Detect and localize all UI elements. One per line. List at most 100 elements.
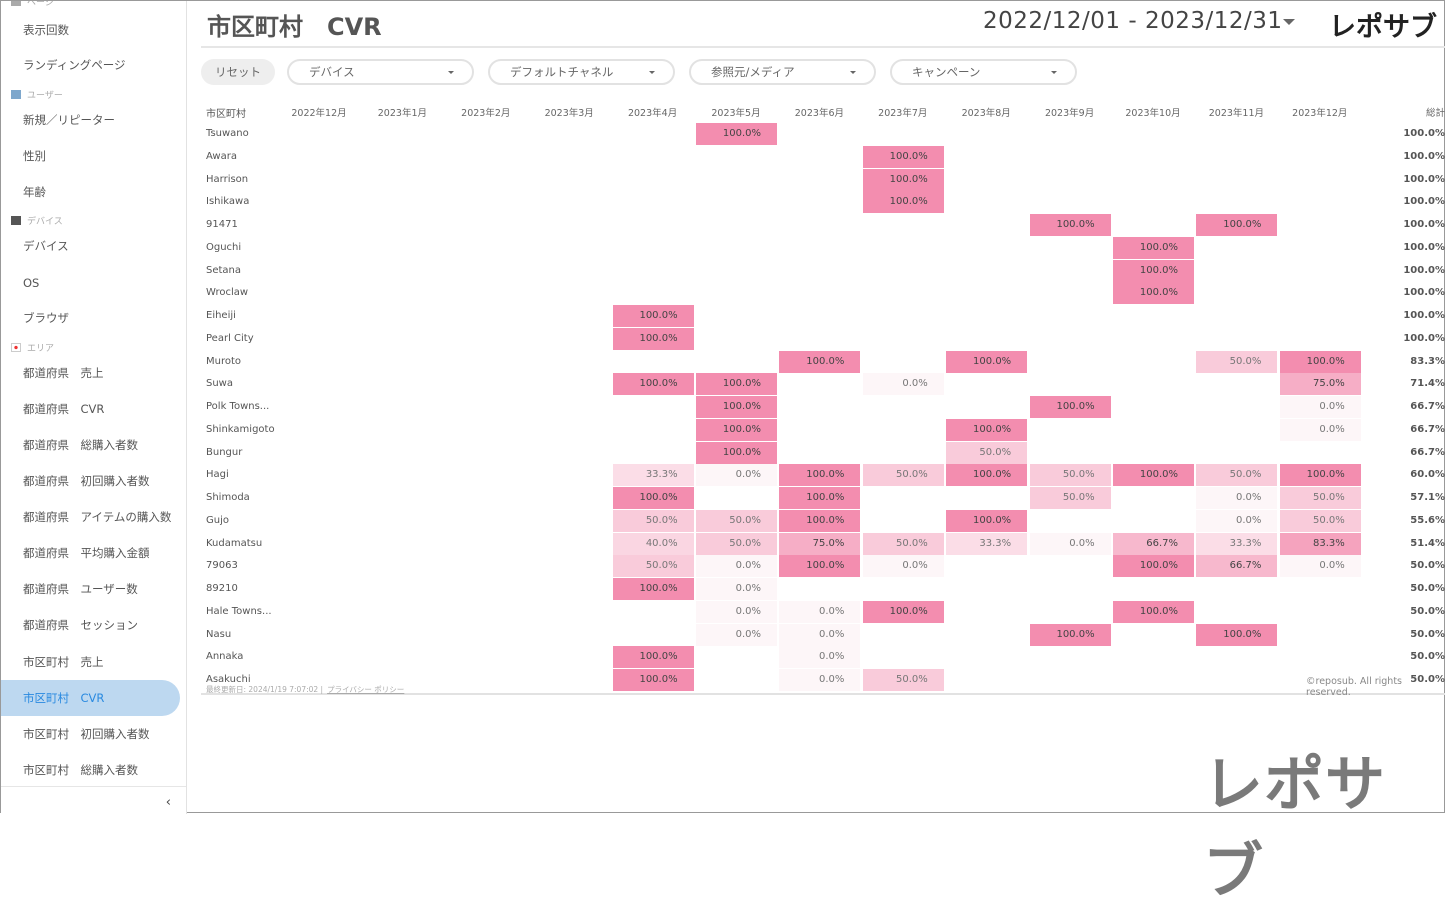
row-total: 100.0%	[1403, 196, 1445, 208]
row-label: Polk Towns...	[206, 401, 270, 412]
row-label: Hale Towns...	[206, 605, 272, 617]
reset-button[interactable]: リセット	[201, 59, 275, 85]
heatmap-cell: 100.0%	[1113, 282, 1194, 305]
row-label: Tsuwano	[206, 128, 249, 139]
heatmap-cell: 100.0%	[612, 487, 694, 509]
row-label: Wroclaw	[206, 287, 249, 299]
row-label: Shimoda	[206, 492, 250, 503]
sidebar-item[interactable]: 都道府県 初回購入者数	[23, 474, 150, 488]
heatmap-cell: 100.0%	[779, 555, 861, 578]
last-updated-text: 最終更新日: 2024/1/19 7:07:02 |	[206, 685, 324, 694]
row-total: 66.7%	[1410, 446, 1445, 458]
date-range-picker[interactable]: 2022/12/01 - 2023/12/31	[983, 8, 1283, 34]
heatmap-cell: 0.0%	[1196, 487, 1278, 509]
heatmap-cell: 0.0%	[1196, 509, 1278, 532]
row-label: Annaka	[206, 651, 244, 663]
heatmap-cell: 0.0%	[1029, 532, 1111, 555]
filter-label: キャンペーン	[912, 65, 981, 79]
filter-dropdown[interactable]: キャンペーン	[890, 59, 1077, 85]
sidebar-item[interactable]: ランディングページ	[23, 58, 126, 72]
heatmap-cell: 100.0%	[862, 191, 944, 214]
row-total: 71.4%	[1410, 378, 1445, 390]
sidebar-item[interactable]: 都道府県 総購入者数	[23, 438, 138, 452]
sidebar-item[interactable]: 都道府県 アイテムの購入数	[23, 510, 172, 524]
row-label: Ishikawa	[206, 196, 250, 208]
heatmap-cell: 50.0%	[1029, 487, 1111, 509]
sidebar-item[interactable]: 表示回数	[23, 23, 69, 37]
sidebar-item[interactable]: ブラウザ	[23, 311, 69, 325]
sidebar-item[interactable]: 都道府県 平均購入金額	[23, 546, 150, 560]
row-label: Suwa	[206, 378, 233, 390]
row-label: Gujo	[206, 514, 229, 526]
heatmap-cell: 100.0%	[1113, 600, 1194, 623]
sidebar-item[interactable]: 性別	[23, 149, 46, 163]
row-label: Harrison	[206, 173, 249, 185]
sidebar-item[interactable]: 都道府県 CVR	[23, 402, 105, 416]
row-label: Nasu	[206, 628, 232, 640]
row-label: Eiheiji	[206, 310, 236, 321]
sidebar-item[interactable]: 都道府県 売上	[23, 366, 104, 380]
heatmap-cell: 100.0%	[946, 464, 1028, 487]
heatmap-cell: 100.0%	[1196, 214, 1278, 236]
row-label: 89210	[206, 583, 238, 594]
heatmap-cell: 100.0%	[779, 509, 861, 532]
heatmap-cell: 0.0%	[1279, 396, 1361, 418]
chevron-left-icon[interactable]: ‹	[165, 795, 171, 810]
row-total: 83.3%	[1410, 355, 1445, 367]
column-header: 2023年12月	[1292, 108, 1348, 119]
column-header: 2023年2月	[461, 108, 511, 119]
brand-logo: レポサブ	[1329, 12, 1437, 43]
sidebar-section-label: エリア	[27, 344, 55, 354]
heatmap-cell: 0.0%	[779, 646, 861, 669]
sidebar-item[interactable]: 市区町村 総購入者数	[23, 763, 138, 777]
sidebar-section-2: デバイス	[11, 214, 63, 227]
sidebar-item[interactable]: OS	[23, 276, 40, 290]
heatmap-cell: 0.0%	[779, 600, 861, 623]
collapse-sidebar-button[interactable]: ‹	[1, 786, 186, 814]
privacy-policy-link[interactable]: プライバシー ポリシー	[327, 685, 405, 694]
sidebar-item[interactable]: 市区町村 初回購入者数	[23, 727, 150, 741]
heatmap-cell: 50.0%	[612, 509, 694, 532]
sidebar-item[interactable]: 年齢	[23, 185, 46, 199]
row-label: Oguchi	[206, 241, 242, 253]
heatmap-cell: 100.0%	[1113, 555, 1194, 578]
column-header: 2023年9月	[1044, 108, 1095, 119]
column-header: 2022年12月	[291, 108, 347, 119]
heatmap-cell: 0.0%	[696, 464, 777, 487]
heatmap-cell: 50.0%	[1279, 487, 1361, 509]
heatmap-cell: 50.0%	[696, 509, 777, 532]
heatmap-cell: 100.0%	[1029, 396, 1111, 418]
sidebar-item[interactable]: 市区町村 CVR	[1, 680, 180, 716]
heatmap-cell: 100.0%	[612, 373, 694, 396]
heatmap-cell: 0.0%	[779, 669, 861, 691]
filter-dropdown[interactable]: デバイス	[287, 59, 474, 85]
filter-dropdown[interactable]: 参照元/メディア	[689, 59, 876, 85]
page-title: 市区町村 CVR	[207, 13, 382, 41]
filter-dropdown[interactable]: デフォルトチャネル	[488, 59, 675, 85]
user-icon	[11, 90, 21, 99]
heatmap-cell: 100.0%	[612, 669, 694, 691]
column-header: 2023年8月	[961, 108, 1011, 119]
heatmap-cell: 100.0%	[1113, 259, 1194, 282]
sidebar-item[interactable]: 市区町村 売上	[23, 655, 104, 669]
sidebar-item[interactable]: 都道府県 ユーザー数	[23, 582, 138, 596]
heatmap-cell: 100.0%	[696, 418, 777, 441]
sidebar-item[interactable]: 新規／リピーター	[23, 113, 115, 127]
caret-down-icon[interactable]	[1283, 19, 1295, 25]
heatmap-cell: 100.0%	[1113, 236, 1194, 259]
heatmap-cell: 0.0%	[1279, 418, 1361, 441]
row-total: 100.0%	[1403, 219, 1445, 230]
heatmap-cell: 100.0%	[946, 509, 1028, 532]
heatmap-cell: 100.0%	[1279, 350, 1361, 373]
heatmap-cell: 75.0%	[1279, 373, 1361, 396]
row-total: 100.0%	[1403, 287, 1445, 299]
row-total: 50.0%	[1410, 674, 1445, 685]
row-label: Bungur	[206, 446, 243, 458]
row-total: 60.0%	[1410, 469, 1445, 481]
sidebar-item[interactable]: 都道府県 セッション	[23, 618, 138, 632]
heatmap-cell: 100.0%	[612, 305, 694, 327]
row-total: 50.0%	[1410, 628, 1445, 640]
heatmap-cell: 66.7%	[1113, 532, 1194, 555]
heatmap-cell: 100.0%	[1196, 623, 1278, 646]
sidebar-item[interactable]: デバイス	[23, 239, 69, 253]
